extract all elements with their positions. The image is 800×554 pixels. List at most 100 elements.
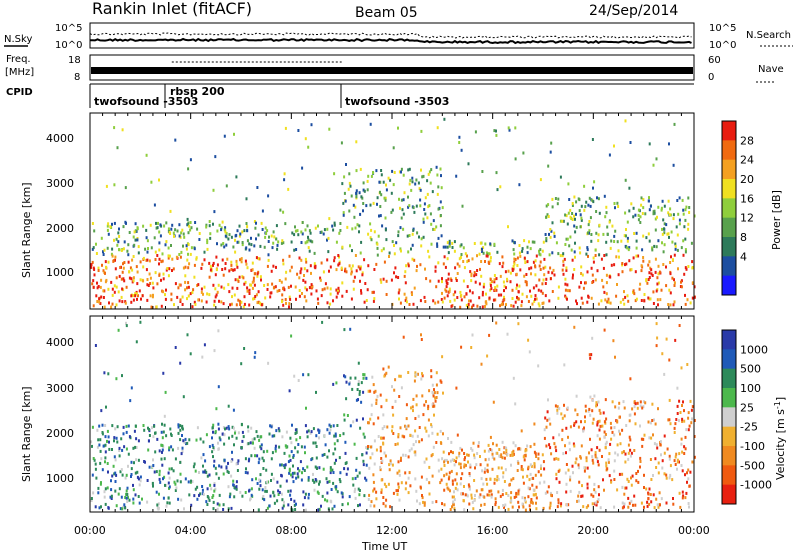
scatter-cell — [414, 182, 417, 186]
scatter-cell — [384, 198, 387, 202]
scatter-cell — [134, 294, 137, 298]
scatter-cell — [97, 438, 100, 442]
scatter-cell — [246, 471, 249, 475]
scatter-cell — [221, 258, 224, 262]
scatter-cell — [657, 407, 659, 411]
scatter-cell — [179, 438, 182, 442]
scatter-cell — [548, 253, 551, 257]
scatter-cell — [456, 272, 459, 275]
scatter-cell — [693, 214, 696, 218]
scatter-cell — [240, 300, 243, 304]
scatter-cell — [135, 340, 138, 344]
scatter-cell — [232, 483, 235, 487]
colorbar-tick-label: -500 — [740, 459, 765, 472]
scatter-cell — [655, 157, 658, 161]
scatter-cell — [226, 257, 229, 261]
scatter-cell — [511, 267, 514, 271]
scatter-cell — [120, 468, 123, 472]
scatter-cell — [659, 440, 662, 444]
scatter-cell — [119, 266, 122, 269]
scatter-cell — [556, 405, 559, 409]
scatter-cell — [655, 443, 658, 447]
scatter-cell — [231, 295, 233, 299]
scatter-cell — [341, 495, 344, 499]
scatter-cell — [411, 257, 414, 261]
scatter-cell — [583, 469, 586, 473]
scatter-cell — [133, 243, 136, 247]
scatter-cell — [557, 501, 560, 505]
scatter-cell — [420, 338, 423, 341]
scatter-cell — [572, 442, 575, 446]
scatter-cell — [175, 255, 178, 259]
scatter-cell — [212, 447, 215, 451]
scatter-cell — [489, 256, 492, 260]
scatter-cell — [307, 238, 310, 242]
scatter-cell — [392, 183, 395, 187]
scatter-cell — [206, 247, 209, 251]
scatter-cell — [647, 497, 650, 501]
scatter-cell — [291, 471, 294, 475]
scatter-cell — [272, 491, 275, 495]
scatter-cell — [565, 268, 568, 272]
scatter-cell — [680, 366, 683, 370]
scatter-cell — [333, 504, 336, 508]
scatter-cell — [390, 278, 393, 282]
scatter-cell — [647, 278, 650, 281]
scatter-cell — [487, 252, 490, 256]
scatter-cell — [177, 425, 180, 429]
scatter-cell — [632, 256, 635, 260]
colorbar-tick-label: 20 — [740, 173, 754, 186]
scatter-cell — [393, 171, 396, 174]
scatter-cell — [411, 243, 414, 247]
scatter-cell — [534, 297, 536, 301]
scatter-cell — [453, 498, 456, 502]
colorbar-swatch — [722, 368, 736, 389]
scatter-cell — [181, 434, 183, 437]
scatter-cell — [410, 291, 413, 295]
scatter-cell — [385, 293, 388, 296]
scatter-cell — [665, 476, 668, 480]
colorbar-swatch — [722, 426, 736, 447]
scatter-cell — [165, 240, 168, 244]
scatter-cell — [471, 333, 474, 337]
scatter-cell — [216, 290, 219, 294]
scatter-cell — [179, 361, 182, 365]
colorbar-swatch — [722, 465, 736, 486]
scatter-cell — [529, 463, 532, 467]
scatter-cell — [100, 457, 103, 461]
scatter-cell — [132, 501, 135, 505]
scatter-cell — [242, 305, 245, 309]
scatter-cell — [687, 468, 690, 472]
scatter-cell — [200, 290, 203, 294]
scatter-cell — [105, 265, 107, 269]
scatter-cell — [174, 346, 177, 349]
scatter-cell — [557, 197, 560, 201]
scatter-cell — [240, 362, 243, 366]
scatter-cell — [451, 241, 454, 245]
scatter-cell — [598, 211, 601, 215]
scatter-cell — [481, 293, 484, 297]
scatter-cell — [181, 295, 184, 299]
scatter-cell — [278, 289, 281, 292]
scatter-cell — [544, 265, 547, 269]
scatter-cell — [418, 235, 420, 239]
scatter-cell — [185, 244, 188, 248]
scatter-cell — [550, 452, 553, 456]
scatter-cell — [117, 290, 120, 294]
scatter-cell — [602, 478, 604, 482]
scatter-cell — [505, 303, 507, 307]
scatter-cell — [228, 495, 231, 499]
scatter-cell — [519, 254, 522, 258]
scatter-cell — [159, 480, 162, 484]
scatter-cell — [213, 489, 216, 493]
scatter-cell — [303, 274, 305, 277]
scatter-cell — [330, 488, 333, 491]
scatter-cell — [268, 504, 271, 508]
scatter-cell — [425, 457, 428, 461]
scatter-cell — [571, 218, 574, 221]
scatter-cell — [547, 164, 550, 168]
scatter-cell — [668, 476, 671, 480]
scatter-cell — [528, 487, 531, 491]
scatter-cell — [123, 445, 126, 449]
scatter-cell — [197, 283, 200, 287]
